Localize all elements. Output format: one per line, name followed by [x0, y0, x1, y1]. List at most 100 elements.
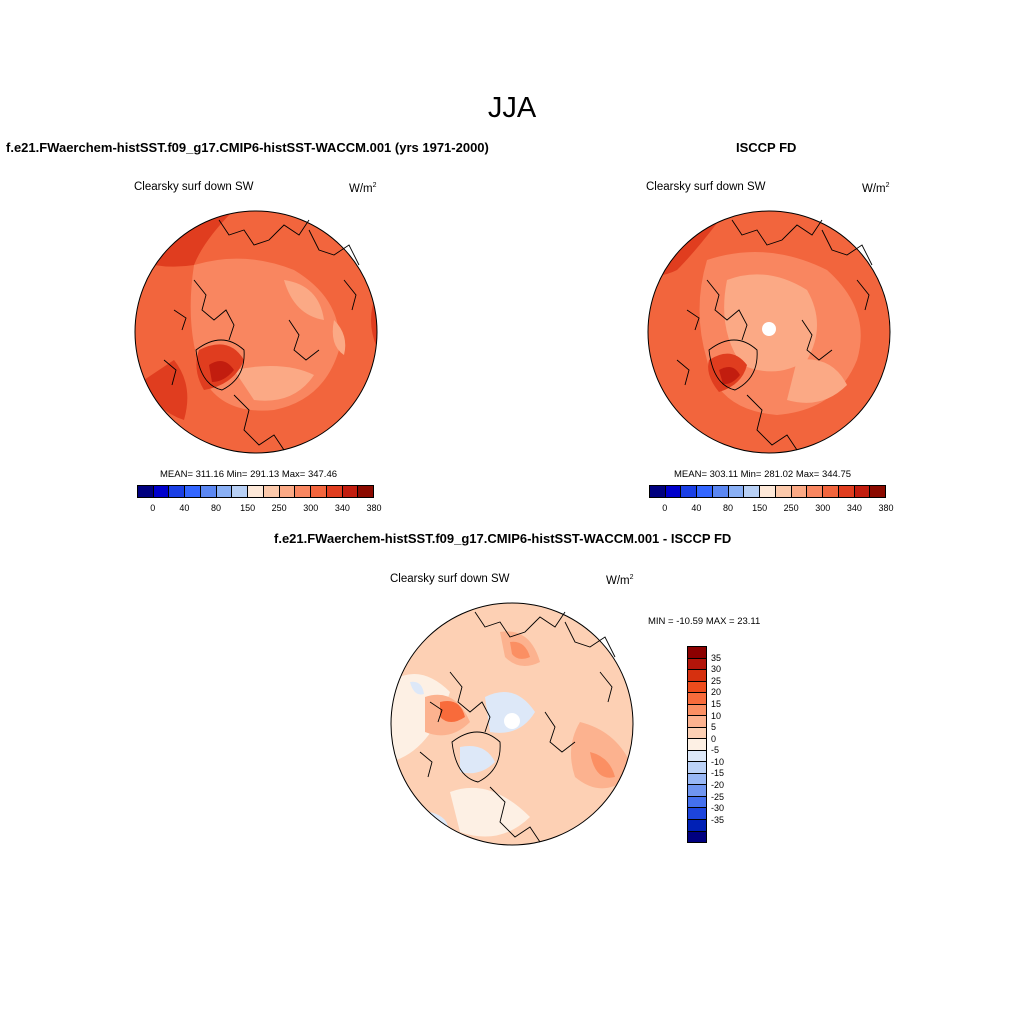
panel2-colorbar-box — [681, 486, 698, 497]
panel1-colorbar-box — [232, 486, 249, 497]
panel1-colorbar-box — [138, 486, 154, 497]
panel2-colorbar-box — [650, 486, 666, 497]
panel3-colorbar-tick-label: -15 — [711, 768, 725, 779]
panel3-colorbar-tick-label: -35 — [711, 814, 725, 825]
panel2-colorbar-box — [791, 486, 808, 497]
panel2-stats: MEAN= 303.11 Min= 281.02 Max= 344.75 — [674, 469, 852, 480]
panel3-colorbar-box — [688, 681, 706, 694]
panel2-colorbar-box — [744, 486, 761, 497]
panel1-colorbar-tick-label: 340 — [334, 503, 350, 513]
panel3-colorbar-tick-label: 35 — [711, 652, 722, 663]
panel2-colorbar-box — [870, 486, 886, 497]
panel2-colorbar-tick-label: 380 — [878, 503, 894, 513]
panel3-colorbar-tick-label: -5 — [711, 745, 720, 756]
panel3-colorbar-tick-label: 30 — [711, 664, 722, 675]
panel3-colorbar-box — [688, 704, 706, 717]
panel1-colorbar-box — [185, 486, 201, 497]
panel1-colorbar-box — [169, 486, 186, 497]
panel3-colorbar-tick-label: -20 — [711, 780, 725, 791]
panel2-colorbar-labels: 0 40 80 150 250 300 340 380 — [649, 503, 893, 515]
panel3-stats: MIN = -10.59 MAX = 23.11 — [648, 616, 761, 627]
panel1-colorbar-tick-label: 40 — [179, 503, 190, 513]
panel2-colorbar-tick-label: 150 — [752, 503, 768, 513]
panel1-units: W/m2 — [349, 182, 377, 195]
panel2-colorbar-box — [760, 486, 776, 497]
panel2-colorbar-tick-label: 250 — [783, 503, 799, 513]
panel1-variable-label: Clearsky surf down SW — [134, 181, 254, 193]
panel2-colorbar-box — [665, 486, 682, 497]
panel2-polar-map — [647, 210, 891, 454]
panel2-colorbar-box — [823, 486, 839, 497]
panel1-colorbar-box — [279, 486, 296, 497]
panel1-colorbar-box — [216, 486, 233, 497]
panel3-colorbar-tick-label: 0 — [711, 733, 717, 744]
panel1-colorbar-box — [311, 486, 327, 497]
panel1-colorbar-box — [248, 486, 264, 497]
panel3-title: f.e21.FWaerchem-histSST.f09_g17.CMIP6-hi… — [274, 531, 732, 546]
panel3-colorbar-box — [688, 716, 706, 728]
panel3-colorbar-box — [688, 693, 706, 705]
panel2-colorbar-box — [697, 486, 713, 497]
panel2-colorbar-box — [838, 486, 855, 497]
panel3-colorbar-box — [688, 727, 706, 740]
panel3-colorbar-box — [688, 819, 706, 832]
panel3-colorbar-box — [688, 670, 706, 682]
panel1-colorbar-tick-label: 250 — [271, 503, 287, 513]
panel2-colorbar-box — [807, 486, 824, 497]
panel1-colorbar-box — [263, 486, 280, 497]
panel3-colorbar — [687, 646, 707, 843]
season-title: JJA — [487, 92, 537, 124]
panel2-colorbar-box — [728, 486, 745, 497]
panel3-colorbar-box — [688, 796, 706, 809]
panel1-stats: MEAN= 311.16 Min= 291.13 Max= 347.46 — [160, 469, 338, 480]
panel3-colorbar-labels: 35 30 25 20 15 10 5 0 -5 -10 -15 -20 -25 -30 -35 — [711, 646, 741, 843]
panel2-colorbar — [649, 485, 886, 498]
panel3-polar-map — [390, 602, 634, 846]
panel3-colorbar-box — [688, 647, 706, 659]
panel2-colorbar-tick-label: 0 — [662, 503, 668, 513]
panel3-colorbar-tick-label: -25 — [711, 791, 725, 802]
panel3-colorbar-box — [688, 762, 706, 774]
panel1-colorbar-box — [358, 486, 374, 497]
panel3-colorbar-box — [688, 831, 706, 843]
panel3-colorbar-box — [688, 658, 706, 671]
panel2-colorbar-box — [775, 486, 792, 497]
panel3-colorbar-tick-label: 20 — [711, 687, 722, 698]
panel2-colorbar-box — [854, 486, 871, 497]
panel2-colorbar-tick-label: 80 — [722, 503, 734, 513]
panel1-colorbar-box — [342, 486, 359, 497]
panel3-colorbar-box — [688, 808, 706, 820]
panel1-colorbar-box — [326, 486, 343, 497]
panel3-colorbar-tick-label: 10 — [711, 710, 722, 721]
panel1-colorbar-tick-label: 150 — [240, 503, 256, 513]
panel2-colorbar-box — [712, 486, 729, 497]
panel2-colorbar-tick-label: 300 — [815, 503, 831, 513]
panel3-colorbar-box — [688, 785, 706, 797]
panel3-colorbar-tick-label: 5 — [711, 722, 717, 733]
panel3-colorbar-box — [688, 750, 706, 763]
panel2-title: ISCCP FD — [736, 140, 797, 155]
panel3-variable-label: Clearsky surf down SW — [390, 573, 510, 585]
panel3-units: W/m2 — [606, 574, 634, 587]
panel3-colorbar-tick-label: 25 — [711, 675, 722, 686]
panel2-colorbar-tick-label: 40 — [691, 503, 702, 513]
panel1-colorbar-tick-label: 0 — [150, 503, 156, 513]
panel1-colorbar-tick-label: 300 — [303, 503, 319, 513]
panel1-colorbar-box — [153, 486, 170, 497]
panel2-colorbar-tick-label: 340 — [846, 503, 862, 513]
panel1-polar-map — [134, 210, 378, 454]
panel3-colorbar-tick-label: -30 — [711, 803, 725, 814]
panel1-colorbar — [137, 485, 374, 498]
panel3-colorbar-box — [688, 739, 706, 751]
panel3-colorbar-box — [688, 773, 706, 786]
panel2-units: W/m2 — [862, 182, 890, 195]
panel1-title: f.e21.FWaerchem-histSST.f09_g17.CMIP6-hi… — [6, 140, 489, 155]
panel1-colorbar-labels: 0 40 80 150 250 300 340 380 — [137, 503, 381, 515]
panel1-colorbar-tick-label: 80 — [210, 503, 222, 513]
panel2-variable-label: Clearsky surf down SW — [646, 181, 766, 193]
panel1-colorbar-box — [295, 486, 312, 497]
panel3-colorbar-tick-label: -10 — [711, 756, 725, 767]
panel1-colorbar-box — [200, 486, 217, 497]
panel1-colorbar-tick-label: 380 — [366, 503, 382, 513]
panel3-colorbar-tick-label: 15 — [711, 698, 722, 709]
